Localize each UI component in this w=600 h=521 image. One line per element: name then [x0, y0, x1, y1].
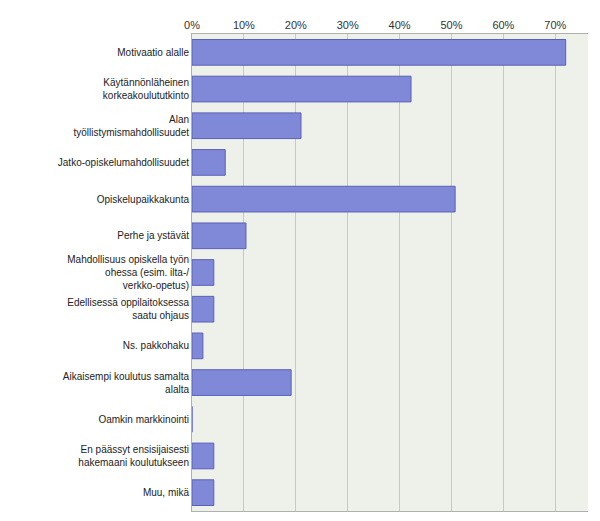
svg-text:Ns. pakkohaku: Ns. pakkohaku — [123, 340, 189, 351]
svg-text:Oamkin markkinointi: Oamkin markkinointi — [98, 414, 189, 425]
svg-text:70%: 70% — [544, 19, 566, 31]
svg-text:En päässyt ensisijaisestihakem: En päässyt ensisijaisestihakemaani koulu… — [78, 444, 189, 468]
svg-text:0%: 0% — [184, 19, 200, 31]
svg-text:Edellisessä oppilaitoksessasaa: Edellisessä oppilaitoksessasaatu ohjaus — [67, 297, 189, 321]
svg-text:10%: 10% — [233, 19, 255, 31]
svg-text:Motivaatio alalle: Motivaatio alalle — [117, 47, 189, 58]
svg-text:Jatko-opiskelumahdollisuudet: Jatko-opiskelumahdollisuudet — [58, 157, 189, 168]
svg-text:Käytännönläheinenkorkeakoulutu: Käytännönläheinenkorkeakoulututkinto — [103, 77, 190, 101]
svg-text:Aikaisempi koulutus samaltaala: Aikaisempi koulutus samaltaalalta — [63, 371, 190, 395]
svg-text:Alantyöllistymismahdollisuudet: Alantyöllistymismahdollisuudet — [73, 114, 189, 138]
svg-text:Mahdollisuus opiskella työnohe: Mahdollisuus opiskella työnohessa (esim.… — [67, 254, 189, 291]
svg-text:60%: 60% — [492, 19, 514, 31]
svg-text:Opiskelupaikkakunta: Opiskelupaikkakunta — [97, 194, 190, 205]
svg-text:40%: 40% — [389, 19, 411, 31]
svg-text:20%: 20% — [285, 19, 307, 31]
svg-text:30%: 30% — [337, 19, 359, 31]
svg-text:Perhe ja ystävät: Perhe ja ystävät — [117, 230, 189, 241]
svg-text:Muu, mikä: Muu, mikä — [143, 487, 190, 498]
svg-text:50%: 50% — [440, 19, 462, 31]
